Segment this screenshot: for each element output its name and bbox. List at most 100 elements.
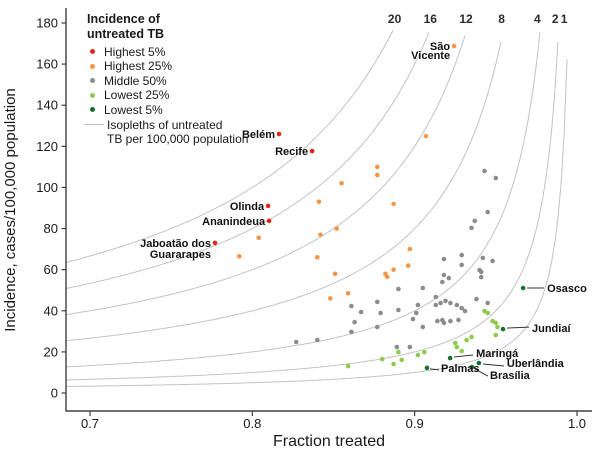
isopleth-label-line-2: TB per 100,000 population [107, 132, 249, 147]
data-point-middle50 [394, 344, 400, 350]
city-point [500, 326, 506, 332]
data-point-highest25 [391, 267, 396, 273]
data-point-middle50 [478, 274, 484, 280]
data-point-middle50 [293, 339, 299, 345]
data-point-middle50 [315, 337, 320, 343]
data-point-highest25 [375, 164, 380, 170]
y-tick-label: 100 [36, 180, 58, 195]
data-point-highest25 [334, 226, 340, 231]
leader-line [506, 326, 529, 329]
legend-item-label: Middle 50% [104, 73, 167, 88]
data-point-middle50 [349, 329, 354, 335]
data-point-middle50 [454, 302, 460, 308]
data-point-lowest25 [422, 349, 427, 355]
city-point [469, 364, 475, 370]
legend-title: Incidence of untreated TB [84, 12, 254, 42]
city-label: Ananindeua [202, 216, 266, 228]
isopleth-curve-20 [65, 30, 394, 263]
legend: Incidence of untreated TB Highest 5% Hig… [84, 12, 254, 146]
city-label: Brasília [490, 370, 531, 382]
lowest-25-dot-swatch [90, 92, 95, 98]
city-label: Jundiaí [532, 323, 571, 335]
data-point-lowest25 [345, 363, 351, 369]
city-point [309, 148, 315, 154]
legend-item-isopleths: Isopleths of untreated TB per 100,000 po… [84, 118, 254, 146]
data-point-middle50 [446, 275, 452, 281]
data-point-lowest25 [459, 348, 465, 354]
isopleth-curve-12 [65, 35, 466, 316]
data-point-middle50 [396, 286, 401, 292]
data-point-middle50 [433, 302, 439, 308]
data-point-middle50 [474, 296, 479, 302]
data-point-middle50 [375, 299, 380, 305]
data-point-highest25 [315, 254, 320, 260]
city-point [451, 43, 457, 49]
data-point-lowest25 [391, 361, 396, 367]
city-label: Osasco [547, 283, 587, 295]
data-point-middle50 [440, 279, 445, 285]
x-axis-title: Fraction treated [273, 433, 385, 450]
isopleth-label-line-1: Isopleths of untreated [107, 118, 223, 132]
data-point-highest25 [256, 235, 262, 241]
data-point-middle50 [435, 318, 440, 324]
legend-item-lowest-25: Lowest 25% [84, 88, 254, 103]
data-point-middle50 [407, 344, 413, 350]
city-point [265, 203, 271, 209]
data-point-lowest25 [379, 356, 385, 362]
city-label: Belém [242, 129, 275, 141]
data-point-lowest25 [415, 352, 421, 358]
isopleth-curves [65, 30, 568, 387]
city-point [447, 355, 453, 361]
data-point-lowest25 [469, 334, 474, 340]
data-point-middle50 [472, 218, 478, 224]
data-point-highest25 [345, 291, 351, 296]
city-label: Recife [275, 146, 308, 158]
isopleth-curve-8 [65, 41, 502, 342]
leader-line [474, 368, 489, 377]
isopleth-curve-16 [65, 32, 430, 289]
data-point-middle50 [410, 316, 416, 322]
data-point-middle50 [441, 320, 447, 326]
leader-line [429, 368, 440, 371]
y-axis-title: Incidence, cases/100,000 population [2, 88, 19, 332]
data-point-highest25 [405, 263, 411, 268]
data-point-middle50 [456, 317, 461, 323]
data-point-lowest25 [495, 324, 500, 330]
city-point [476, 360, 482, 366]
isopleth-label-2: 2 [552, 12, 559, 26]
highest-25-dot-swatch [90, 63, 95, 69]
legend-title-line-2: untreated TB [87, 26, 165, 41]
data-point-lowest25 [399, 357, 405, 363]
highest-5-dot-swatch [90, 49, 95, 55]
data-point-middle50 [438, 300, 443, 306]
isopleth-label-4: 4 [534, 12, 541, 26]
data-point-lowest25 [493, 320, 499, 326]
data-point-middle50 [415, 302, 421, 308]
data-point-highest25 [237, 253, 242, 259]
x-tick-label: 0.7 [81, 416, 99, 431]
isopleth-label-20: 20 [388, 12, 402, 26]
data-point-middle50 [433, 294, 439, 300]
y-tick-label: 20 [44, 344, 58, 359]
data-point-lowest25 [396, 349, 401, 355]
legend-item-middle-50: Middle 50% [84, 74, 254, 89]
city-label: Jaboatão dos [140, 238, 211, 250]
city-point [276, 131, 282, 137]
data-point-highest25 [339, 181, 344, 186]
data-point-middle50 [482, 168, 487, 174]
city-point [212, 240, 218, 246]
data-point-highest25 [375, 172, 380, 178]
isopleth-value-labels: 20 16 12 8 4 2 1 [388, 12, 568, 26]
data-point-lowest25 [454, 344, 460, 350]
data-point-middle50 [490, 258, 495, 264]
data-point-lowest25 [485, 310, 491, 316]
y-tick-label: 80 [44, 221, 58, 236]
y-tick-label: 120 [36, 139, 58, 154]
legend-item-label: Lowest 5% [104, 102, 163, 117]
x-tick-label: 0.9 [406, 416, 424, 431]
data-point-middle50 [469, 225, 474, 231]
data-point-middle50 [462, 308, 468, 314]
isopleth-label-8: 8 [498, 12, 505, 26]
city-label: Vicente [411, 50, 450, 62]
